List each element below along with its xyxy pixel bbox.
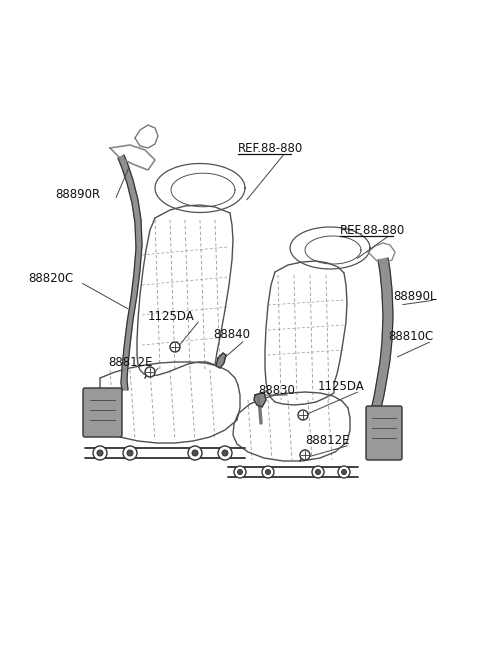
Polygon shape [118, 155, 142, 390]
Circle shape [312, 466, 324, 478]
Text: 88812E: 88812E [108, 355, 153, 369]
Polygon shape [216, 353, 226, 368]
Circle shape [127, 450, 133, 456]
Text: 88810C: 88810C [388, 330, 433, 344]
Polygon shape [371, 258, 393, 410]
Circle shape [218, 446, 232, 460]
Text: 88820C: 88820C [28, 271, 73, 284]
Polygon shape [254, 392, 266, 407]
Text: 1125DA: 1125DA [148, 309, 195, 323]
Text: REF.88-880: REF.88-880 [238, 141, 303, 154]
Circle shape [93, 446, 107, 460]
Text: 88812E: 88812E [305, 434, 349, 447]
Circle shape [298, 410, 308, 420]
Text: 88890L: 88890L [393, 290, 436, 302]
Circle shape [238, 470, 242, 474]
Circle shape [338, 466, 350, 478]
Circle shape [265, 470, 271, 474]
Circle shape [262, 466, 274, 478]
Circle shape [97, 450, 103, 456]
Circle shape [145, 367, 155, 377]
Circle shape [234, 466, 246, 478]
Circle shape [123, 446, 137, 460]
Circle shape [300, 450, 310, 460]
Circle shape [170, 342, 180, 352]
Text: REF.88-880: REF.88-880 [340, 223, 405, 237]
Text: 88830: 88830 [258, 384, 295, 397]
Text: 88840: 88840 [213, 328, 250, 342]
FancyBboxPatch shape [83, 388, 122, 437]
Circle shape [188, 446, 202, 460]
Circle shape [222, 450, 228, 456]
FancyBboxPatch shape [366, 406, 402, 460]
Circle shape [341, 470, 347, 474]
Text: 88890R: 88890R [55, 189, 100, 202]
Circle shape [192, 450, 198, 456]
Circle shape [315, 470, 321, 474]
Text: 1125DA: 1125DA [318, 380, 365, 394]
